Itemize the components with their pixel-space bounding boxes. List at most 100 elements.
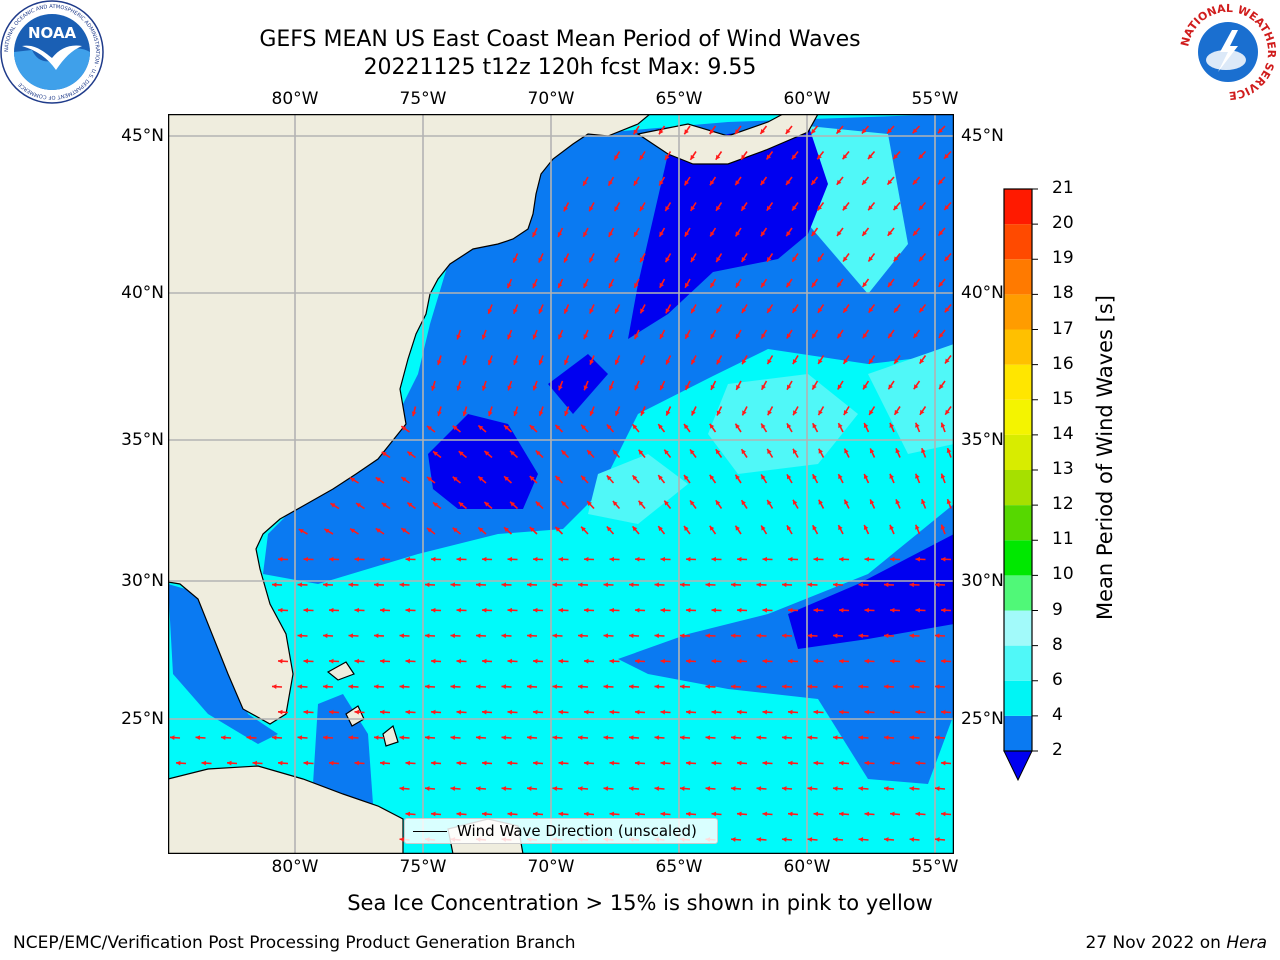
wave-arrow [762,709,773,715]
wave-arrow [715,499,723,509]
wave-arrow [756,684,767,690]
wave-arrow [532,227,538,238]
wave-arrow [554,526,564,535]
chart-subtitle: 20221125 t12z 120h fcst Max: 9.55 [363,55,757,80]
wave-arrow [792,499,799,509]
wave-arrow [934,735,946,741]
wave-arrow [837,422,844,433]
wave-arrow [450,582,461,588]
colorbar-segment [1004,294,1032,330]
wave-arrow [861,278,870,288]
wave-arrow [709,329,717,340]
wave-arrow [558,811,569,817]
wave-arrow [220,735,232,741]
wave-arrow [895,499,901,509]
wave-arrow [760,176,768,186]
wave-arrow [379,658,391,664]
wave-arrow [730,684,742,690]
wave-arrow [838,607,850,613]
wave-arrow [909,684,920,690]
wave-arrow [456,380,462,391]
wave-arrow [791,304,799,314]
wave-arrow [818,448,825,458]
wave-arrow [734,525,742,535]
wave-arrow [679,633,691,639]
wave-arrow [507,811,518,817]
wave-arrow [328,760,340,766]
colorbar-tick-label: 20 [1052,213,1074,234]
wave-arrow [766,499,774,509]
wave-arrow [791,253,799,263]
wave-arrow [914,524,921,535]
wave-arrow [373,582,385,588]
wave-arrow [348,735,359,741]
wave-arrow [639,202,646,212]
wave-arrow [426,425,436,433]
wave-arrow [940,658,952,664]
wave-arrow [684,380,691,391]
wave-arrow [277,556,289,562]
wave-arrow [532,556,544,562]
wave-arrow [532,607,544,613]
wave-arrow [532,380,538,391]
wave-arrow [277,760,289,766]
wave-arrow [483,450,493,459]
wave-arrow [858,735,869,741]
wave-arrow [639,304,646,314]
wave-arrow [328,658,340,664]
wave-arrow [633,176,640,186]
land-nova-scotia [636,114,819,165]
wave-arrow [657,474,666,484]
wave-arrow [756,786,767,791]
wave-arrow [716,406,723,416]
wave-arrow [683,423,691,433]
wave-arrow [638,449,646,459]
wave-arrow [558,760,569,766]
wave-arrow [735,380,742,391]
wave-arrow [838,760,850,766]
wave-arrow [631,423,640,433]
wave-arrow [705,633,716,639]
wave-arrow [405,658,416,664]
wave-arrow [889,658,901,664]
wave-arrow [271,582,283,588]
colorbar-segment [1004,645,1032,681]
wave-arrow [659,278,666,289]
wave-arrow [354,607,365,613]
wave-arrow [837,524,844,535]
lat-label-left: 35°N [121,430,164,450]
wave-arrow [379,556,391,562]
wave-arrow [842,253,850,263]
wave-arrow [582,176,589,187]
wave-arrow [811,422,819,433]
wave-arrow [509,450,519,459]
wave-arrow [558,556,569,562]
wave-arrow [513,355,519,366]
wave-arrow [762,556,773,562]
wave-arrow [690,406,697,416]
wave-arrow [609,709,620,715]
wave-arrow [603,633,614,639]
wave-arrow [786,422,793,433]
wave-arrow [791,151,799,160]
wave-arrow [864,811,875,817]
wave-arrow [918,150,927,160]
lat-label-right: 30°N [961,571,1004,591]
wave-arrow [760,474,768,484]
wave-arrow [736,607,748,613]
wave-arrow [577,684,589,690]
colorbar-segment [1004,329,1032,365]
wave-arrow [889,422,895,433]
wave-arrow [271,735,283,741]
colorbar-segment [1004,470,1032,506]
wave-arrow [862,329,870,339]
wave-arrow [501,633,512,639]
wave-arrow [348,582,359,588]
wave-arrow [767,406,774,416]
wave-arrow [940,760,952,766]
colorbar-tick-label: 9 [1052,599,1063,620]
wave-arrow [303,658,314,664]
wave-arrow [660,811,671,817]
wave-arrow [734,227,742,237]
wave-arrow [432,501,442,510]
